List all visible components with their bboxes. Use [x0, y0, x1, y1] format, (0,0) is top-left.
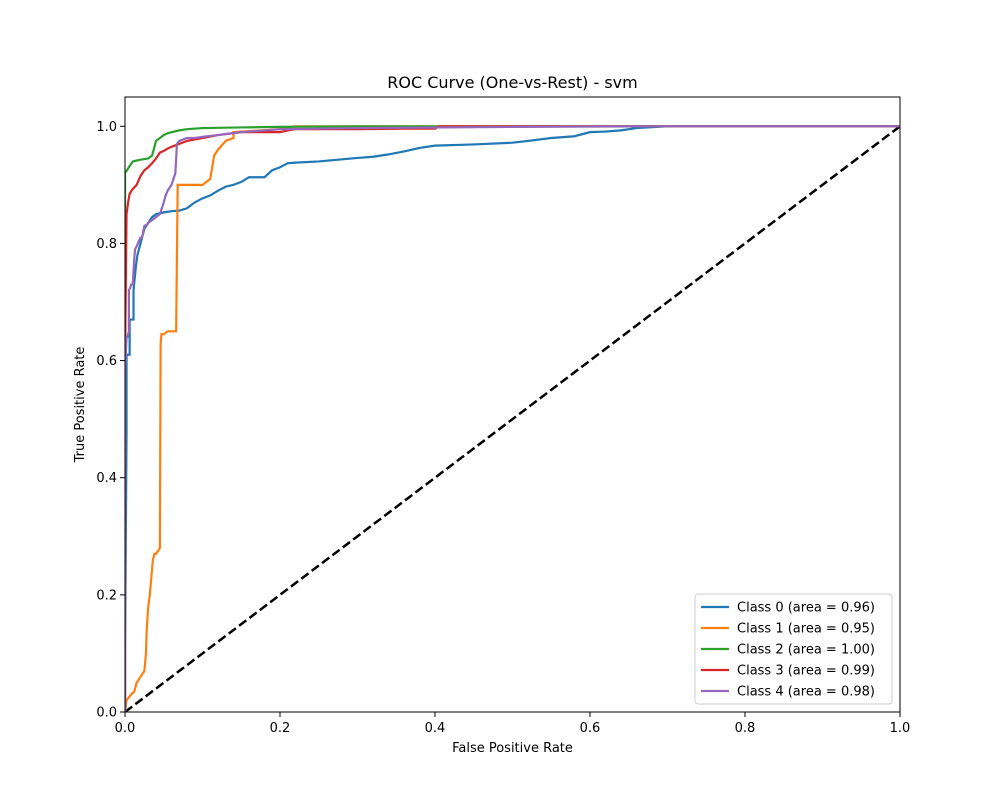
x-axis-ticks: 0.0 0.2 0.4 0.6 0.8 1.0: [115, 712, 911, 736]
x-tick-label: 1.0: [890, 721, 911, 736]
x-tick-label: 0.6: [580, 721, 601, 736]
x-tick-label: 0.0: [115, 721, 136, 736]
y-tick-label: 0.2: [96, 588, 117, 603]
y-tick-label: 0.0: [96, 706, 117, 721]
series-line-class-2: [125, 125, 900, 712]
legend-label: Class 1 (area = 0.95): [737, 622, 875, 637]
y-tick-label: 1.0: [96, 120, 117, 135]
x-tick-label: 0.4: [425, 721, 446, 736]
legend: Class 0 (area = 0.96) Class 1 (area = 0.9…: [694, 593, 893, 705]
series-line-class-0: [125, 125, 900, 712]
y-tick-label: 0.6: [96, 354, 117, 369]
x-axis-label: False Positive Rate: [452, 741, 573, 756]
legend-label: Class 2 (area = 1.00): [737, 643, 875, 658]
legend-label: Class 4 (area = 0.98): [737, 685, 875, 700]
y-axis-label: True Positive Rate: [73, 347, 88, 464]
legend-label: Class 3 (area = 0.99): [737, 664, 875, 679]
series-line-class-4: [125, 125, 900, 712]
legend-box: [694, 593, 893, 705]
legend-label: Class 0 (area = 0.96): [737, 601, 875, 616]
y-tick-label: 0.8: [96, 237, 117, 252]
y-tick-label: 0.4: [96, 471, 117, 486]
series-layer: [125, 125, 900, 712]
x-tick-label: 0.8: [735, 721, 756, 736]
plot-frame: [124, 96, 901, 713]
chance-diagonal-line: [125, 125, 900, 712]
y-axis-ticks: 0.0 0.2 0.4 0.6 0.8 1.0: [96, 120, 125, 721]
x-tick-label: 0.2: [270, 721, 291, 736]
chart-title: ROC Curve (One-vs-Rest) - svm: [387, 73, 637, 92]
